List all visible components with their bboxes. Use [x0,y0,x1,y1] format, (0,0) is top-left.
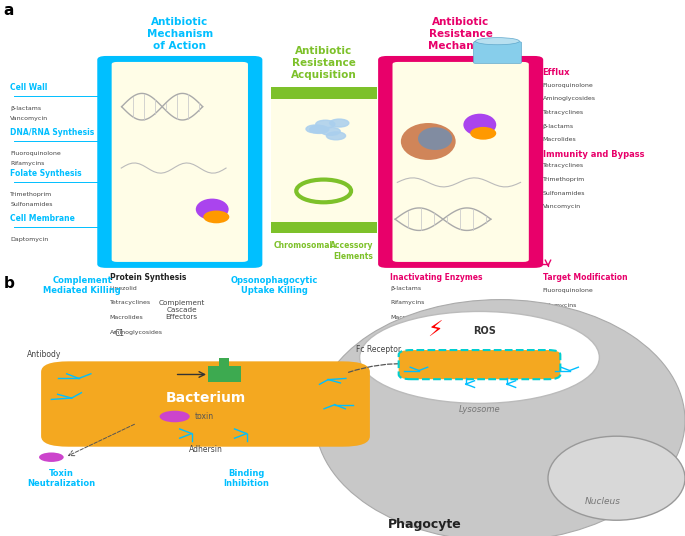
Text: Binding
Inhibition: Binding Inhibition [224,469,269,488]
Ellipse shape [548,436,685,520]
Text: Adhersin: Adhersin [188,445,223,455]
Circle shape [329,119,349,127]
Circle shape [310,125,329,133]
Circle shape [321,128,340,135]
Text: Trimethoprim: Trimethoprim [10,192,53,197]
Text: Toxin
Neutralization: Toxin Neutralization [27,469,96,488]
Circle shape [316,120,335,128]
Text: Macrolides: Macrolides [543,137,576,143]
Text: Antibiotic
Resistance
Acquisition: Antibiotic Resistance Acquisition [291,46,356,79]
Text: Efflux: Efflux [543,68,570,77]
Bar [271,87,377,99]
Text: Fc Receptor: Fc Receptor [356,345,401,354]
Text: Aminoglycosides: Aminoglycosides [543,96,595,101]
Ellipse shape [196,199,229,220]
Text: Aminoglycosides: Aminoglycosides [110,330,162,335]
Text: Rifamycins: Rifamycins [390,300,425,306]
Text: C1: C1 [115,329,125,338]
FancyBboxPatch shape [393,62,529,262]
Ellipse shape [203,211,229,224]
Text: Vancomycin: Vancomycin [543,204,581,209]
Text: Target Modification: Target Modification [543,273,627,282]
Text: Accessory
Elements: Accessory Elements [329,241,373,261]
Text: ⚡: ⚡ [427,321,443,341]
Text: Bacterium: Bacterium [165,391,246,405]
Circle shape [160,411,190,422]
Text: Macrolides: Macrolides [110,315,143,320]
Text: Fluoroquinolone: Fluoroquinolone [10,151,61,157]
Text: Inactivating Enzymes: Inactivating Enzymes [390,273,483,282]
FancyBboxPatch shape [378,56,543,268]
FancyBboxPatch shape [399,350,560,379]
Bar [219,358,229,366]
Text: Cell Membrane: Cell Membrane [10,214,75,223]
Text: Opsonophagocytic
Uptake Killing: Opsonophagocytic Uptake Killing [230,276,318,295]
Text: Complement
Mediated Killing: Complement Mediated Killing [43,276,121,295]
Text: Rifamycins: Rifamycins [543,302,577,308]
Text: Trimethoprim: Trimethoprim [543,177,585,182]
Text: Phagocyte: Phagocyte [388,518,462,531]
Text: Folate Synthesis: Folate Synthesis [10,169,82,178]
Text: Fluoroquinolone: Fluoroquinolone [543,288,593,293]
FancyBboxPatch shape [112,62,248,262]
Bar [271,99,377,222]
Ellipse shape [315,300,685,536]
Text: Immunity and Bypass: Immunity and Bypass [543,150,644,159]
Circle shape [39,452,64,462]
Bar [271,222,377,233]
Ellipse shape [470,127,496,140]
Ellipse shape [418,127,452,150]
Text: Penicillins: Penicillins [543,331,573,336]
Ellipse shape [401,123,456,160]
Text: Macrolides: Macrolides [543,345,576,350]
Text: a: a [3,3,14,18]
Text: b: b [3,276,14,291]
Text: Vancomycin: Vancomycin [10,116,49,121]
FancyBboxPatch shape [41,361,370,446]
Text: β-lactams: β-lactams [10,107,41,111]
Text: DNA/RNA Synthesis: DNA/RNA Synthesis [10,128,95,137]
Text: Complement
Cascade
Effectors: Complement Cascade Effectors [158,300,205,319]
Text: β-lactams: β-lactams [543,124,573,129]
Text: Fluoroquinolone: Fluoroquinolone [543,83,593,88]
Text: Aminoglycosides: Aminoglycosides [543,359,595,364]
Text: toxin: toxin [195,412,214,421]
Text: Tetracyclines: Tetracyclines [543,163,584,168]
Ellipse shape [463,114,496,136]
Text: Sulfonamides: Sulfonamides [543,191,585,196]
Text: Tetracyclines: Tetracyclines [543,110,584,115]
FancyBboxPatch shape [208,366,241,382]
Text: β-lactams: β-lactams [390,286,421,291]
Text: Macrolides: Macrolides [390,315,424,320]
Text: Chromosomal: Chromosomal [274,241,333,250]
Text: Aminoglycosides: Aminoglycosides [390,330,443,335]
Ellipse shape [475,38,519,44]
Text: Lysosome: Lysosome [459,405,500,414]
Circle shape [306,125,325,133]
Text: Antibiotic
Resistance
Mechanism: Antibiotic Resistance Mechanism [427,17,494,51]
Text: Sulfonamides: Sulfonamides [10,202,53,207]
Text: Linezolid: Linezolid [110,286,138,291]
Text: Nucleus: Nucleus [585,496,621,505]
Circle shape [327,132,345,140]
Text: Vancomycin: Vancomycin [543,317,581,322]
Text: Antibiotic
Mechanism
of Action: Antibiotic Mechanism of Action [147,17,213,51]
Text: Rifamycins: Rifamycins [10,161,45,166]
Text: Daptomycin: Daptomycin [10,237,49,242]
FancyBboxPatch shape [473,42,521,63]
Text: Antibody: Antibody [27,351,62,359]
Text: Cell Wall: Cell Wall [10,83,48,92]
Text: Protein Synthesis: Protein Synthesis [110,273,186,282]
Circle shape [360,311,599,404]
FancyBboxPatch shape [97,56,262,268]
Text: ROS: ROS [473,326,495,336]
Text: Tetracyclines: Tetracyclines [110,300,151,306]
